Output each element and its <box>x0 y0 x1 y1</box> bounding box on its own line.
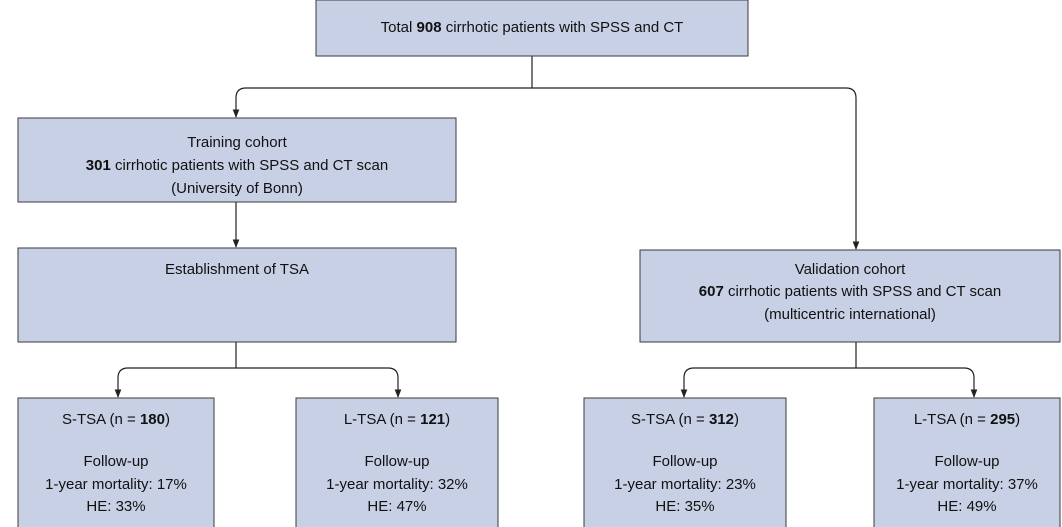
node-text: L-TSA (n = 121) <box>344 411 450 428</box>
text-part: cirrhotic patients with SPSS and CT <box>442 19 684 36</box>
node-text: HE: 47% <box>367 498 426 515</box>
node-box <box>583 397 787 527</box>
node-text: 1-year mortality: 37% <box>896 476 1038 493</box>
node-text: 1-year mortality: 32% <box>326 476 468 493</box>
text-part: ) <box>734 411 739 428</box>
node-box <box>17 247 457 343</box>
node-text: HE: 49% <box>937 498 996 515</box>
node-box <box>315 0 749 57</box>
node-text: S-TSA (n = 180) <box>62 411 170 428</box>
connector <box>236 367 402 398</box>
node: Total 908 cirrhotic patients with SPSS a… <box>315 0 749 57</box>
node-text: 607 cirrhotic patients with SPSS and CT … <box>699 283 1001 300</box>
text-part: cirrhotic patients with SPSS and CT scan <box>111 157 388 174</box>
node: S-TSA (n = 312) Follow-up 1-year mortality… <box>583 397 787 527</box>
connector <box>114 367 236 398</box>
node-text: Follow-up <box>83 453 148 470</box>
connector <box>232 87 532 118</box>
node-text: (multicentric international) <box>764 306 936 323</box>
node-text: 301 cirrhotic patients with SPSS and CT … <box>86 157 388 174</box>
connector <box>532 87 860 250</box>
node-text: Validation cohort <box>795 261 906 278</box>
text-part: S-TSA (n = <box>631 411 709 428</box>
bold-number: 121 <box>420 411 445 428</box>
text-part: ) <box>1015 411 1020 428</box>
text-part: Total <box>381 19 417 36</box>
node: Training cohort 301 cirrhotic patients wi… <box>17 117 457 203</box>
node-box <box>295 397 499 527</box>
node-text: (University of Bonn) <box>171 180 303 197</box>
connector <box>856 367 978 398</box>
node-text: HE: 35% <box>655 498 714 515</box>
node-text: HE: 33% <box>86 498 145 515</box>
text-part: ) <box>445 411 450 428</box>
bold-number: 312 <box>709 411 734 428</box>
node: L-TSA (n = 121) Follow-up 1-year mortality… <box>295 397 499 527</box>
node-text: Follow-up <box>934 453 999 470</box>
text-part: L-TSA (n = <box>914 411 990 428</box>
node-text: L-TSA (n = 295) <box>914 411 1020 428</box>
node-text: 1-year mortality: 17% <box>45 476 187 493</box>
text-part: cirrhotic patients with SPSS and CT scan <box>724 283 1001 300</box>
node-text: 1-year mortality: 23% <box>614 476 756 493</box>
bold-number: 180 <box>140 411 165 428</box>
node-text: S-TSA (n = 312) <box>631 411 739 428</box>
node-text: Total 908 cirrhotic patients with SPSS a… <box>381 19 684 36</box>
connectors <box>114 56 978 398</box>
bold-number: 607 <box>699 283 724 300</box>
node: Validation cohort 607 cirrhotic patients … <box>639 249 1061 343</box>
node-text: Training cohort <box>187 134 287 151</box>
node: S-TSA (n = 180) Follow-up 1-year mortality… <box>17 397 215 527</box>
node: L-TSA (n = 295) Follow-up 1-year mortality… <box>873 397 1061 527</box>
node-text: Follow-up <box>652 453 717 470</box>
node-box <box>17 117 457 203</box>
node-box <box>639 249 1061 343</box>
bold-number: 301 <box>86 157 111 174</box>
node: Establishment of TSA <box>17 247 457 343</box>
node-text: Follow-up <box>364 453 429 470</box>
node-box <box>873 397 1061 527</box>
node-text: Establishment of TSA <box>165 261 309 278</box>
bold-number: 295 <box>990 411 1015 428</box>
node-box <box>17 397 215 527</box>
bold-number: 908 <box>417 19 442 36</box>
text-part: ) <box>165 411 170 428</box>
connector <box>680 367 856 398</box>
text-part: S-TSA (n = <box>62 411 140 428</box>
text-part: L-TSA (n = <box>344 411 420 428</box>
